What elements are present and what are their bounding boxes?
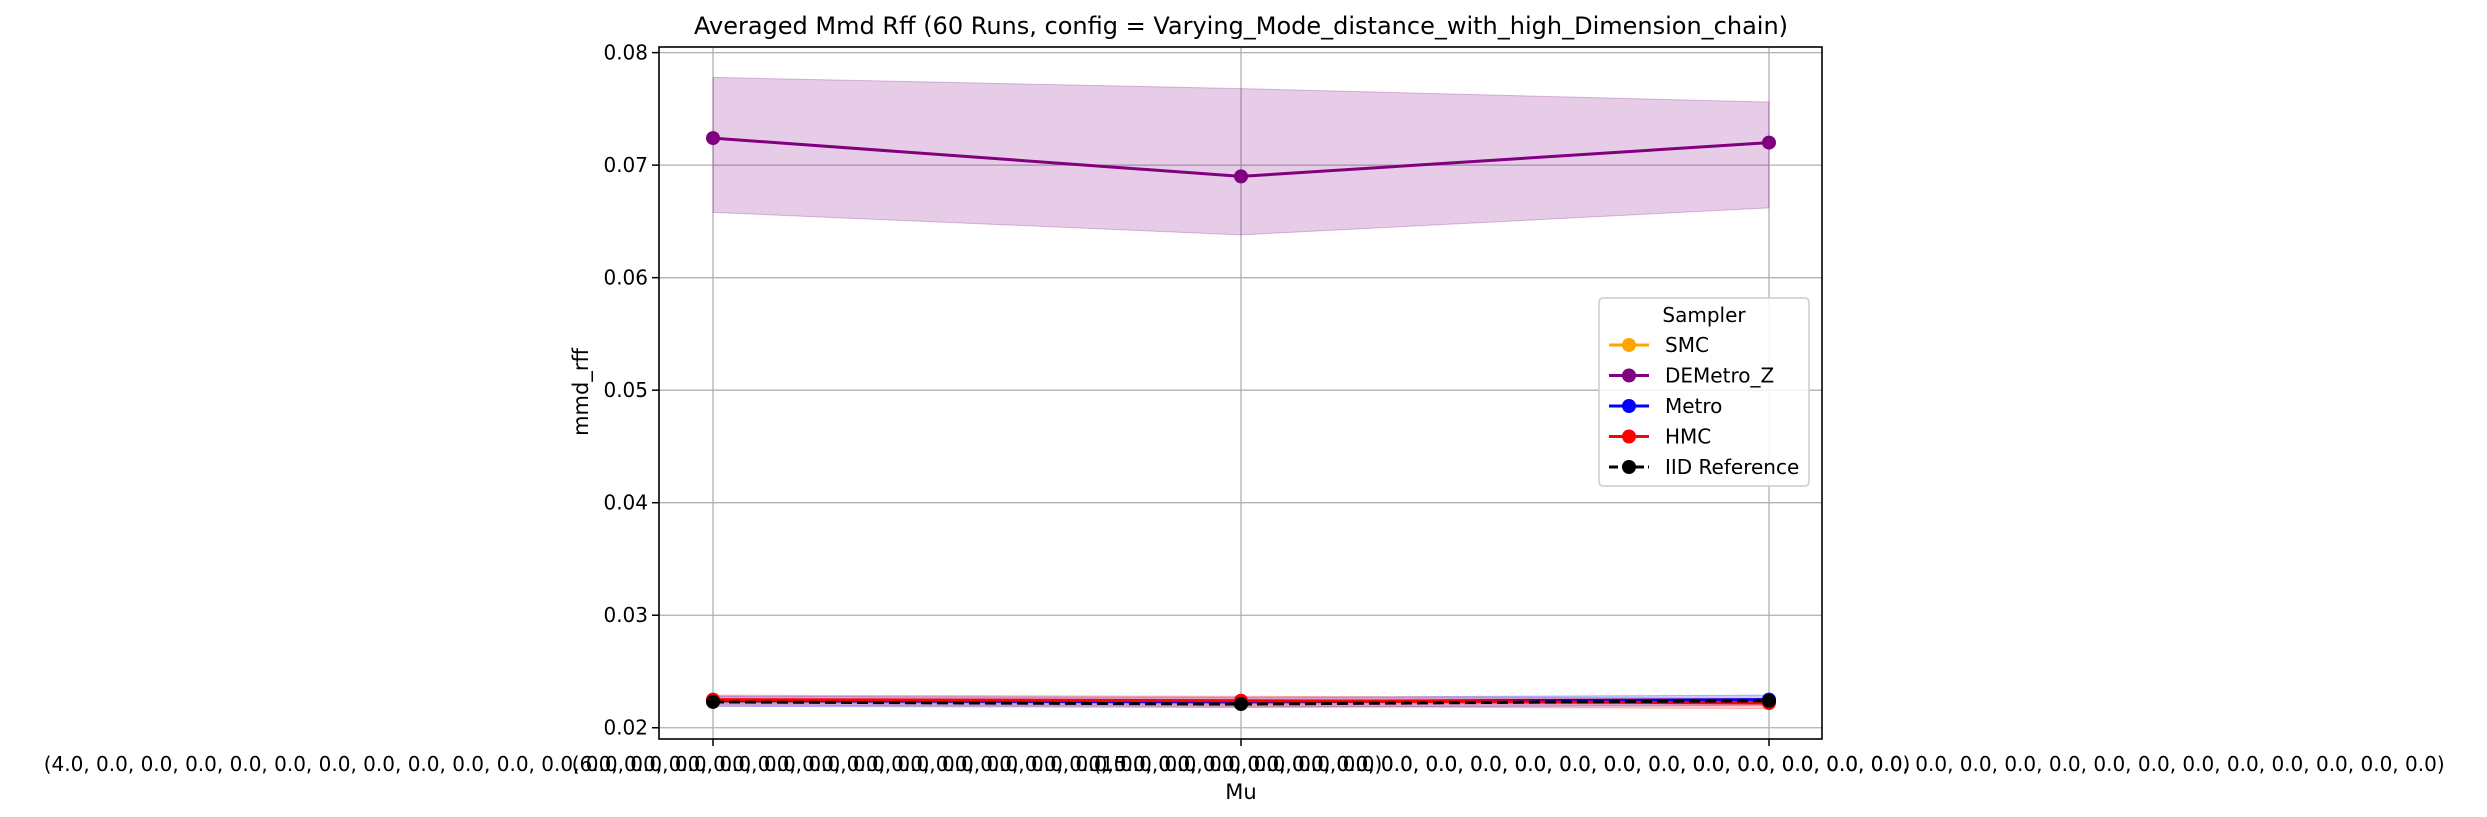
legend: Sampler SMC DEMetro_Z Metro HMC IID Reference — [1598, 297, 1810, 487]
y-tick-label: 0.03 — [603, 603, 648, 627]
x-tick-label: (6.0, 0.0, 0.0, 0.0, 0.0, 0.0, 0.0, 0.0,… — [572, 752, 1911, 776]
x-tick-label: (4.0, 0.0, 0.0, 0.0, 0.0, 0.0, 0.0, 0.0,… — [44, 752, 1383, 776]
legend-swatch-marker — [1622, 368, 1636, 383]
chart-title: Averaged Mmd Rff (60 Runs, config = Vary… — [694, 12, 1788, 40]
data-point — [1762, 135, 1776, 150]
legend-entry-label: SMC — [1665, 333, 1709, 357]
legend-box — [1598, 297, 1810, 487]
legend-swatch-marker — [1622, 460, 1636, 474]
x-axis-label: Mu — [1225, 780, 1256, 804]
legend-entry-label: DEMetro_Z — [1665, 364, 1774, 388]
y-tick-label: 0.08 — [603, 41, 648, 65]
legend-entry-label: Metro — [1665, 394, 1722, 418]
legend-entry-label: IID Reference — [1665, 455, 1799, 479]
y-axis-label: mmd_rff — [569, 348, 594, 436]
legend-swatch-marker — [1622, 429, 1636, 444]
y-tick-label: 0.04 — [603, 491, 648, 515]
y-tick-label: 0.05 — [603, 378, 648, 402]
legend-entry-label: HMC — [1665, 425, 1711, 449]
data-point — [706, 694, 720, 709]
legend-title: Sampler — [1662, 303, 1746, 327]
y-tick-label: 0.02 — [603, 716, 648, 740]
x-tick-label: (15.0, 0.0, 0.0, 0.0, 0.0, 0.0, 0.0, 0.0… — [1093, 752, 2444, 776]
legend-swatch-marker — [1622, 399, 1636, 413]
legend-swatch-marker — [1622, 338, 1636, 352]
confidence-band — [712, 76, 1770, 236]
data-point — [1234, 697, 1248, 712]
data-point — [706, 131, 720, 146]
y-tick-label: 0.06 — [603, 266, 648, 290]
y-tick-label: 0.07 — [603, 153, 648, 177]
data-point — [1234, 169, 1248, 184]
data-point — [1762, 693, 1776, 708]
